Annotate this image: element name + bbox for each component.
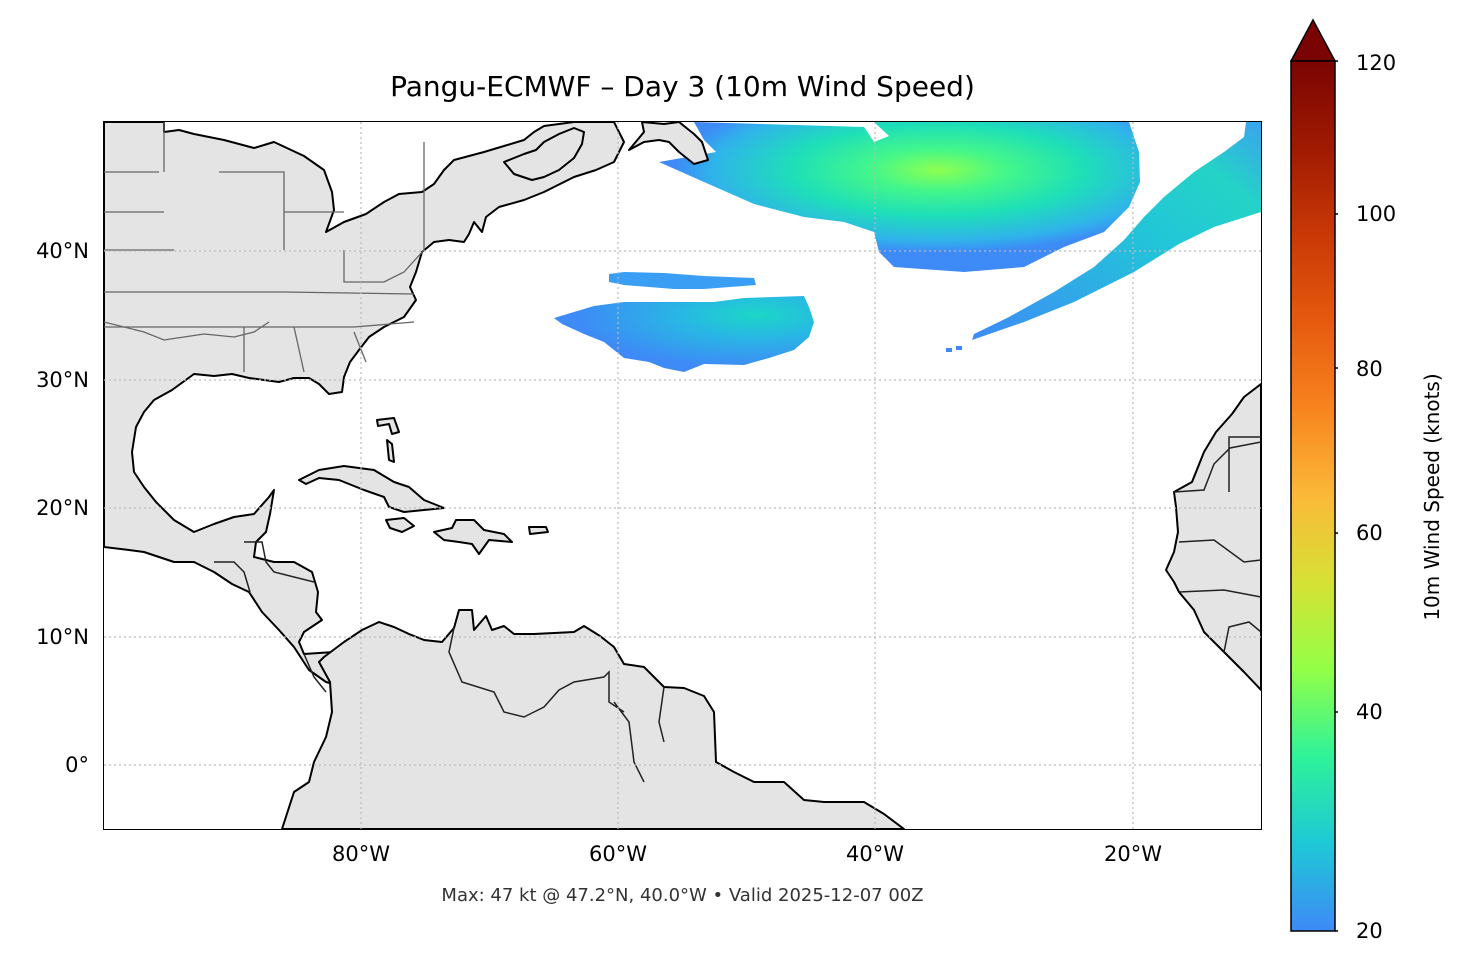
borders-layer <box>104 122 425 373</box>
y-tick-0: 0° <box>65 753 89 777</box>
land-north-america <box>104 122 625 697</box>
colorbar-tick-100: 100 <box>1356 202 1397 226</box>
land-maritime <box>503 127 585 181</box>
map-plot-area[interactable] <box>104 122 1261 829</box>
wind-thin-streak <box>609 272 756 289</box>
wind-jet-band <box>659 122 1140 272</box>
colorbar-label: 10m Wind Speed (knots) <box>1420 373 1444 621</box>
x-tick-80w: 80°W <box>332 842 390 866</box>
land-puerto-rico <box>528 526 549 535</box>
land-cuba <box>298 465 445 513</box>
colorbar-tick-120: 120 <box>1356 51 1397 75</box>
land-west-africa <box>1165 383 1261 691</box>
x-tick-60w: 60°W <box>589 842 647 866</box>
y-tick-20n: 20°N <box>36 496 89 520</box>
y-tick-40n: 40°N <box>36 239 89 263</box>
colorbar-tick-40: 40 <box>1356 700 1383 724</box>
colorbar-tick-60: 60 <box>1356 521 1383 545</box>
max-wind-footer: Max: 47 kt @ 47.2°N, 40.0°W • Valid 2025… <box>441 885 924 906</box>
land-bahamas-2 <box>386 439 395 463</box>
land-south-america <box>281 609 905 829</box>
land-newfoundland <box>628 122 709 165</box>
land-bahamas-1 <box>376 417 400 435</box>
y-tick-30n: 30°N <box>36 368 89 392</box>
land-hispaniola <box>433 519 513 555</box>
x-tick-40w: 40°W <box>846 842 904 866</box>
chart-title: Pangu-ECMWF – Day 3 (10m Wind Speed) <box>390 70 975 103</box>
land-layer <box>104 122 1261 829</box>
y-tick-10n: 10°N <box>36 625 89 649</box>
x-tick-20w: 20°W <box>1104 842 1162 866</box>
borders-latam <box>214 541 665 783</box>
wind-field-layer <box>554 122 1261 372</box>
borders-africa <box>1173 436 1261 653</box>
map-canvas <box>104 122 1261 829</box>
colorbar <box>1289 18 1342 934</box>
wind-ne-band <box>972 122 1261 340</box>
colorbar-tick-80: 80 <box>1356 357 1383 381</box>
colorbar-extend-arrow <box>1289 18 1337 62</box>
land-jamaica <box>385 517 415 533</box>
wind-west-patch <box>554 296 814 372</box>
colorbar-tick-20: 20 <box>1356 919 1383 943</box>
